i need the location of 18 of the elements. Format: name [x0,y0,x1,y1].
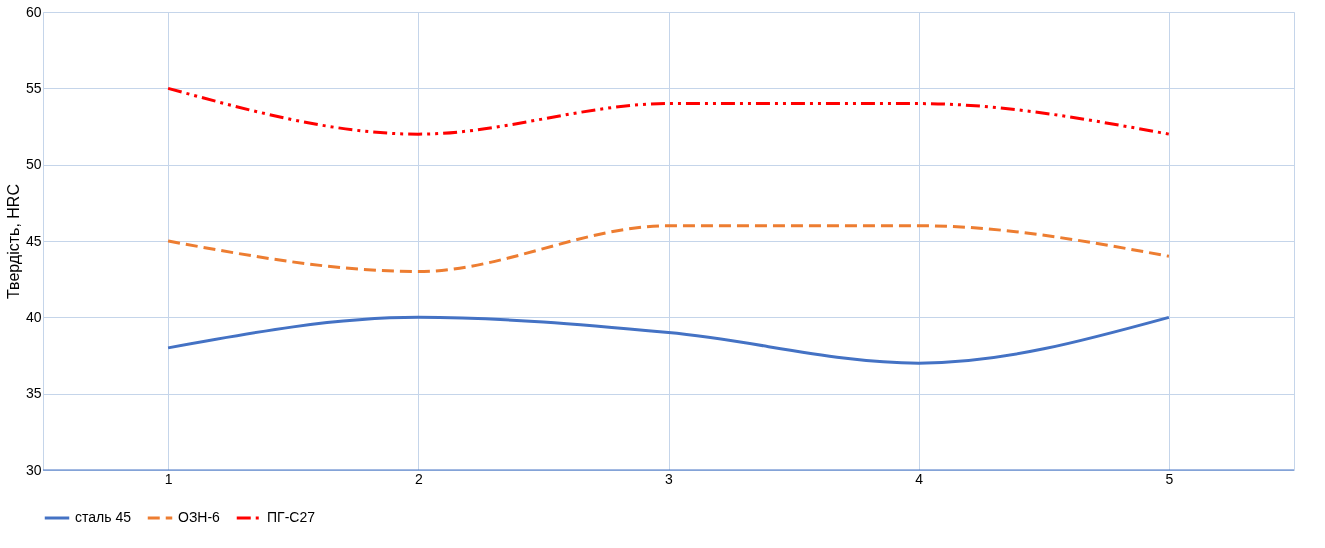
y-tick-label: 35 [25,385,42,402]
y-tick-label: 30 [25,461,42,478]
x-tick-label: 3 [665,470,674,487]
line-series [166,315,1171,365]
y-tick-label: 60 [25,3,42,20]
y-tick-label: 45 [25,232,42,249]
legend-label: ПГ-С27 [267,509,316,525]
y-axis-title: Твердість, HRC [4,184,22,299]
y-tick-label: 55 [25,79,42,96]
y-tick-label: 40 [25,308,42,325]
legend-label: ОЗН-6 [178,509,221,525]
legend-label: сталь 45 [75,509,132,525]
x-tick-label: 4 [915,470,924,487]
y-tick-label: 50 [25,156,42,173]
line-series [166,224,1171,274]
x-tick-label: 1 [164,470,173,487]
x-tick-label: 5 [1165,470,1174,487]
x-tick-label: 2 [414,470,423,487]
